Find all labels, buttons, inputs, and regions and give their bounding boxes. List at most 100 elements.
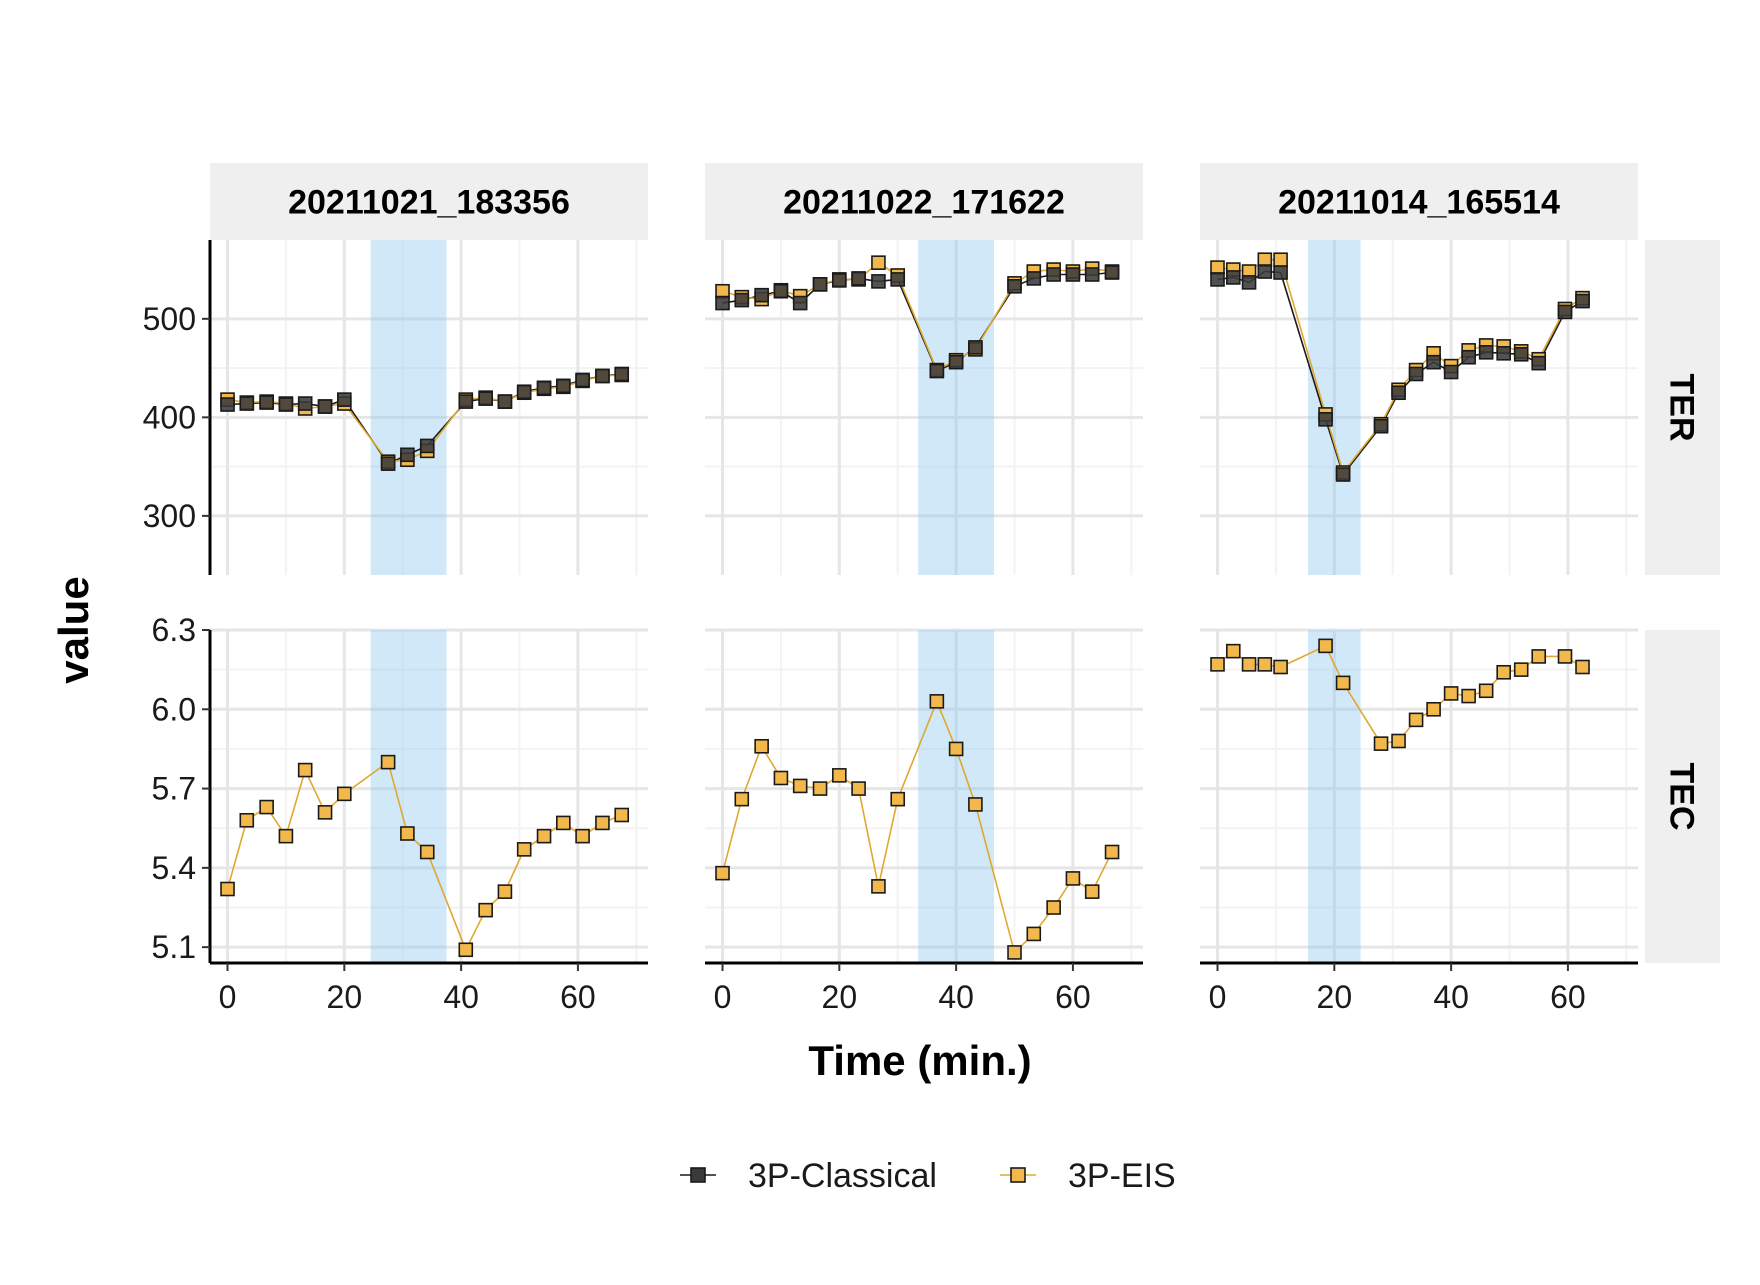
- data-point: [400, 826, 415, 841]
- data-point: [516, 842, 532, 857]
- data-point: [380, 754, 396, 770]
- y-tick-label: 6.0: [152, 691, 196, 727]
- data-point: [1026, 271, 1042, 286]
- data-point: [812, 277, 828, 292]
- data-point: [1335, 675, 1351, 691]
- data-point: [478, 902, 493, 918]
- treatment-band: [1308, 630, 1361, 963]
- data-point: [1496, 664, 1511, 680]
- data-point: [1391, 385, 1406, 401]
- data-point: [1065, 267, 1081, 282]
- legend-label: 3P-Classical: [748, 1157, 937, 1195]
- treatment-band: [918, 240, 995, 575]
- data-point: [890, 791, 906, 807]
- data-point: [239, 812, 255, 828]
- facet-strip-label: 20211014_165514: [1278, 184, 1560, 222]
- data-point: [1443, 364, 1459, 380]
- data-point: [792, 295, 808, 311]
- legend-item-3p-eis: 3P-EIS: [1000, 1157, 1176, 1195]
- y-tick-label: 6.3: [152, 612, 196, 648]
- data-point: [1408, 366, 1424, 382]
- treatment-band: [1308, 240, 1361, 575]
- data-point: [575, 828, 590, 844]
- y-tick-label: 5.4: [152, 850, 196, 886]
- x-tick-label: 20: [1317, 979, 1353, 1015]
- data-point: [1084, 884, 1100, 899]
- y-axis-title: value: [50, 576, 97, 683]
- data-point: [220, 397, 235, 412]
- data-point: [832, 768, 847, 783]
- data-point: [1046, 267, 1061, 282]
- data-point: [458, 942, 474, 958]
- x-tick-label: 0: [219, 979, 237, 1015]
- x-tick-label: 60: [560, 979, 596, 1015]
- data-point: [1104, 844, 1120, 860]
- data-point: [1318, 638, 1333, 654]
- data-point: [1335, 467, 1351, 482]
- data-point: [929, 694, 945, 709]
- data-point: [1461, 349, 1476, 365]
- legend-swatch: [1010, 1167, 1026, 1183]
- data-point: [220, 881, 235, 897]
- facet-strip-3: [1200, 163, 1638, 240]
- data-point: [1257, 657, 1273, 672]
- row-strip-tec: [1645, 630, 1720, 963]
- legend-item-3p-classical: 3P-Classical: [680, 1157, 937, 1195]
- data-point: [1391, 733, 1406, 749]
- data-point: [1046, 900, 1061, 915]
- data-point: [968, 797, 983, 812]
- data-point: [1426, 354, 1441, 370]
- data-point: [1426, 701, 1441, 717]
- row-strip-ter: [1645, 240, 1720, 575]
- x-tick-label: 60: [1550, 979, 1586, 1015]
- legend-swatch: [690, 1167, 706, 1183]
- y-tick-label: 300: [143, 498, 196, 534]
- panel-1-ter: [202, 240, 648, 575]
- panel-3-ter: [1200, 240, 1638, 575]
- data-point: [1373, 736, 1389, 751]
- data-point: [239, 396, 255, 411]
- data-point: [871, 879, 886, 894]
- y-tick-label: 5.1: [152, 929, 196, 965]
- x-tick-label: 60: [1055, 979, 1091, 1015]
- data-point: [948, 354, 964, 370]
- data-point: [773, 283, 789, 299]
- data-point: [1478, 345, 1494, 360]
- labels-layer: 20211021_1833563004005005.15.45.76.06.30…: [143, 184, 1701, 1016]
- data-point: [1478, 683, 1494, 699]
- data-point: [734, 292, 750, 308]
- data-point: [1273, 265, 1288, 280]
- data-point: [1531, 355, 1547, 371]
- data-point: [871, 274, 886, 289]
- data-point: [278, 828, 294, 844]
- y-tick-label: 500: [143, 301, 196, 337]
- facet-strip-label: 20211022_171622: [783, 184, 1065, 222]
- facet-strip-2: [705, 163, 1143, 240]
- data-point: [792, 778, 808, 794]
- data-point: [715, 295, 730, 311]
- panels-layer: [202, 163, 1720, 971]
- data-point: [317, 399, 333, 414]
- data-point: [1007, 279, 1022, 294]
- data-point: [1065, 871, 1081, 886]
- data-point: [832, 273, 847, 288]
- data-point: [317, 805, 333, 820]
- data-point: [380, 456, 396, 471]
- data-point: [1557, 304, 1573, 320]
- data-point: [1443, 686, 1459, 701]
- data-point: [1104, 265, 1120, 280]
- data-point: [1513, 346, 1529, 362]
- data-point: [278, 397, 294, 412]
- row-strip-label: TEC: [1663, 763, 1701, 831]
- data-point: [575, 372, 590, 388]
- series-line-3p-eis: [1217, 258, 1583, 475]
- data-point: [516, 384, 532, 400]
- data-point: [478, 391, 493, 406]
- data-point: [595, 368, 610, 384]
- x-tick-label: 0: [714, 979, 732, 1015]
- data-point: [1084, 267, 1100, 282]
- data-point: [1461, 688, 1476, 704]
- x-tick-label: 20: [327, 979, 363, 1015]
- data-point: [337, 392, 352, 407]
